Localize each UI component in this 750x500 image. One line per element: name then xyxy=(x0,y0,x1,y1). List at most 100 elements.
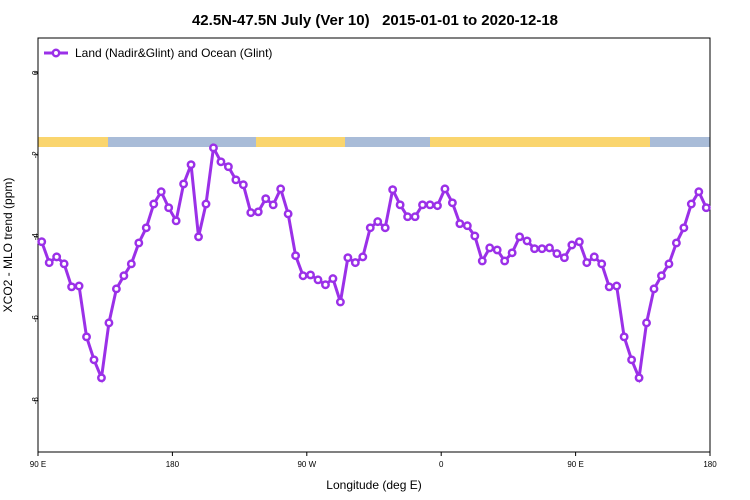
x-tick-label: 0 xyxy=(439,460,444,469)
point xyxy=(612,281,622,291)
point xyxy=(231,175,241,185)
point xyxy=(433,201,442,211)
point xyxy=(343,253,353,263)
point xyxy=(627,355,637,365)
point xyxy=(119,271,129,281)
point xyxy=(604,282,614,292)
point xyxy=(462,221,472,231)
point xyxy=(589,252,599,262)
point xyxy=(552,249,562,259)
point xyxy=(403,212,413,222)
point xyxy=(619,332,629,342)
y-tick-label: -6 xyxy=(31,315,40,323)
point xyxy=(306,270,315,280)
legend-label: Land (Nadir&Glint) and Ocean (Glint) xyxy=(75,46,272,60)
point xyxy=(559,253,569,263)
point xyxy=(179,179,189,189)
point xyxy=(440,184,450,194)
point xyxy=(186,160,196,170)
point xyxy=(74,281,84,291)
point xyxy=(141,223,151,233)
x-tick-label: 180 xyxy=(703,460,717,469)
point xyxy=(582,258,592,268)
point xyxy=(447,198,457,208)
point xyxy=(89,355,99,365)
x-tick-label: 90 W xyxy=(297,460,316,469)
point xyxy=(657,271,666,281)
point xyxy=(67,282,77,292)
point xyxy=(44,258,54,268)
point xyxy=(194,232,203,242)
point xyxy=(388,185,398,195)
point xyxy=(671,238,681,248)
point xyxy=(164,203,174,213)
point xyxy=(634,373,644,383)
x-axis-title: Longitude (deg E) xyxy=(326,478,421,492)
point xyxy=(82,332,91,342)
point xyxy=(418,200,427,210)
point xyxy=(350,258,360,268)
point xyxy=(335,297,345,307)
point xyxy=(134,238,144,248)
point xyxy=(253,207,263,217)
point xyxy=(701,203,711,213)
point xyxy=(425,200,435,210)
point xyxy=(111,284,121,294)
point xyxy=(649,284,659,294)
point xyxy=(537,244,547,254)
point xyxy=(485,243,495,253)
land-ocean-strip xyxy=(38,137,710,147)
point xyxy=(500,256,510,266)
point xyxy=(149,199,159,209)
point xyxy=(209,143,218,153)
point xyxy=(291,251,301,261)
point xyxy=(156,187,166,197)
point xyxy=(694,187,704,197)
point xyxy=(545,243,554,253)
series-line xyxy=(40,143,708,384)
point xyxy=(37,237,47,247)
x-tick-label: 90 E xyxy=(30,460,46,469)
point xyxy=(201,199,211,209)
point xyxy=(358,252,368,262)
y-tick-label: -4 xyxy=(31,233,40,241)
chart-title: 42.5N-47.5N July (Ver 10) 2015-01-01 to … xyxy=(192,12,558,29)
point xyxy=(679,223,689,233)
point xyxy=(455,219,465,229)
point xyxy=(223,162,233,172)
point xyxy=(328,274,338,284)
point xyxy=(642,318,651,328)
point xyxy=(380,223,390,233)
point xyxy=(410,212,420,222)
x-tick-label: 180 xyxy=(166,460,180,469)
y-tick-label: -8 xyxy=(31,397,40,405)
point xyxy=(246,208,256,218)
point xyxy=(515,232,525,242)
point xyxy=(268,200,278,210)
point xyxy=(492,245,502,255)
point xyxy=(567,240,577,250)
point xyxy=(365,223,375,233)
point xyxy=(373,217,383,227)
point xyxy=(216,157,226,167)
y-tick-label: 0 xyxy=(31,70,40,75)
point xyxy=(171,216,181,226)
point xyxy=(283,209,293,219)
point xyxy=(321,280,330,290)
point xyxy=(395,200,405,210)
point xyxy=(597,259,607,269)
legend-marker xyxy=(51,48,61,58)
point xyxy=(507,248,517,258)
point xyxy=(313,275,323,285)
point xyxy=(470,231,480,241)
point xyxy=(104,318,114,328)
point xyxy=(522,236,532,246)
point xyxy=(276,184,286,194)
point xyxy=(686,199,696,209)
point xyxy=(59,259,69,269)
point xyxy=(97,373,106,383)
point xyxy=(530,244,539,254)
plot-frame xyxy=(37,37,711,453)
point xyxy=(664,259,674,269)
